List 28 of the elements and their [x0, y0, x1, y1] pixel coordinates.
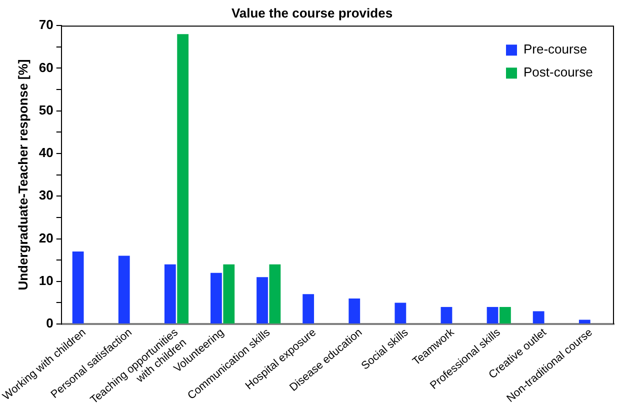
y-tick-label: 30: [38, 188, 54, 203]
bar: [578, 320, 590, 324]
y-tick-label: 60: [38, 60, 54, 75]
bar: [177, 34, 189, 324]
bar: [164, 264, 176, 324]
y-axis-title: Undergraduate-Teacher response [%]: [16, 59, 31, 290]
bar: [532, 311, 544, 324]
bar: [302, 294, 314, 324]
y-tick-label: 70: [38, 17, 54, 32]
bar: [210, 272, 222, 324]
bar: [394, 302, 406, 324]
bar: [269, 264, 281, 324]
bar: [486, 306, 498, 324]
legend-label: Post-course: [524, 64, 593, 80]
bar: [72, 252, 84, 324]
bar: [256, 277, 268, 324]
bar: [223, 264, 235, 324]
legend-label: Pre-course: [524, 42, 588, 57]
bar: [440, 306, 452, 324]
y-tick-label: 40: [38, 145, 54, 160]
y-tick-label: 10: [38, 272, 54, 288]
bar: [348, 298, 360, 324]
y-tick-label: 0: [46, 316, 54, 331]
bar: [500, 306, 511, 324]
bar: [118, 256, 130, 324]
y-tick-label: 50: [38, 102, 54, 118]
chart-title: Value the course provides: [231, 5, 393, 20]
y-tick-label: 20: [38, 230, 54, 246]
